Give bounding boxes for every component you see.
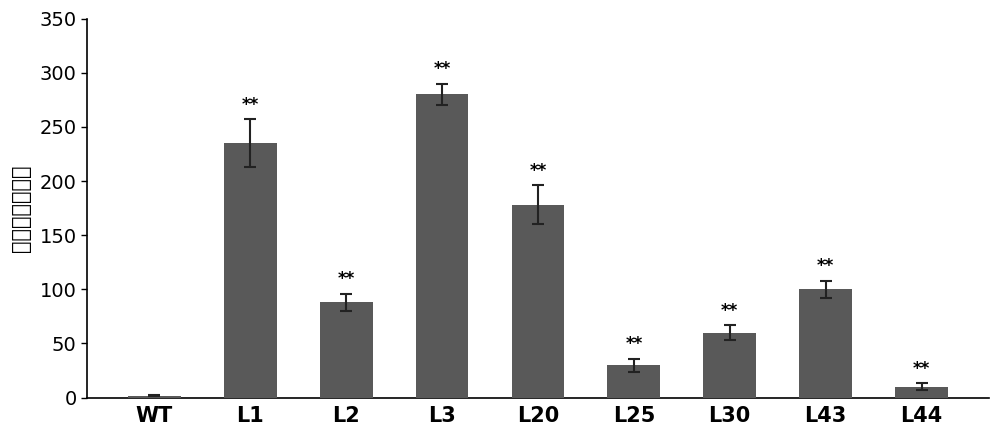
Text: **: ** xyxy=(242,96,259,114)
Bar xyxy=(224,143,277,398)
Text: **: ** xyxy=(721,302,738,319)
Bar xyxy=(416,94,468,398)
Bar xyxy=(895,387,948,398)
Text: **: ** xyxy=(529,162,547,180)
Text: **: ** xyxy=(625,335,642,353)
Bar xyxy=(320,302,373,398)
Bar xyxy=(128,396,181,398)
Text: **: ** xyxy=(817,257,834,275)
Y-axis label: 基因相对表达量: 基因相对表达量 xyxy=(11,164,31,252)
Text: **: ** xyxy=(433,60,451,78)
Bar xyxy=(799,289,852,398)
Text: **: ** xyxy=(913,360,930,378)
Bar xyxy=(512,205,564,398)
Bar xyxy=(703,333,756,398)
Text: **: ** xyxy=(338,270,355,288)
Bar xyxy=(607,365,660,398)
